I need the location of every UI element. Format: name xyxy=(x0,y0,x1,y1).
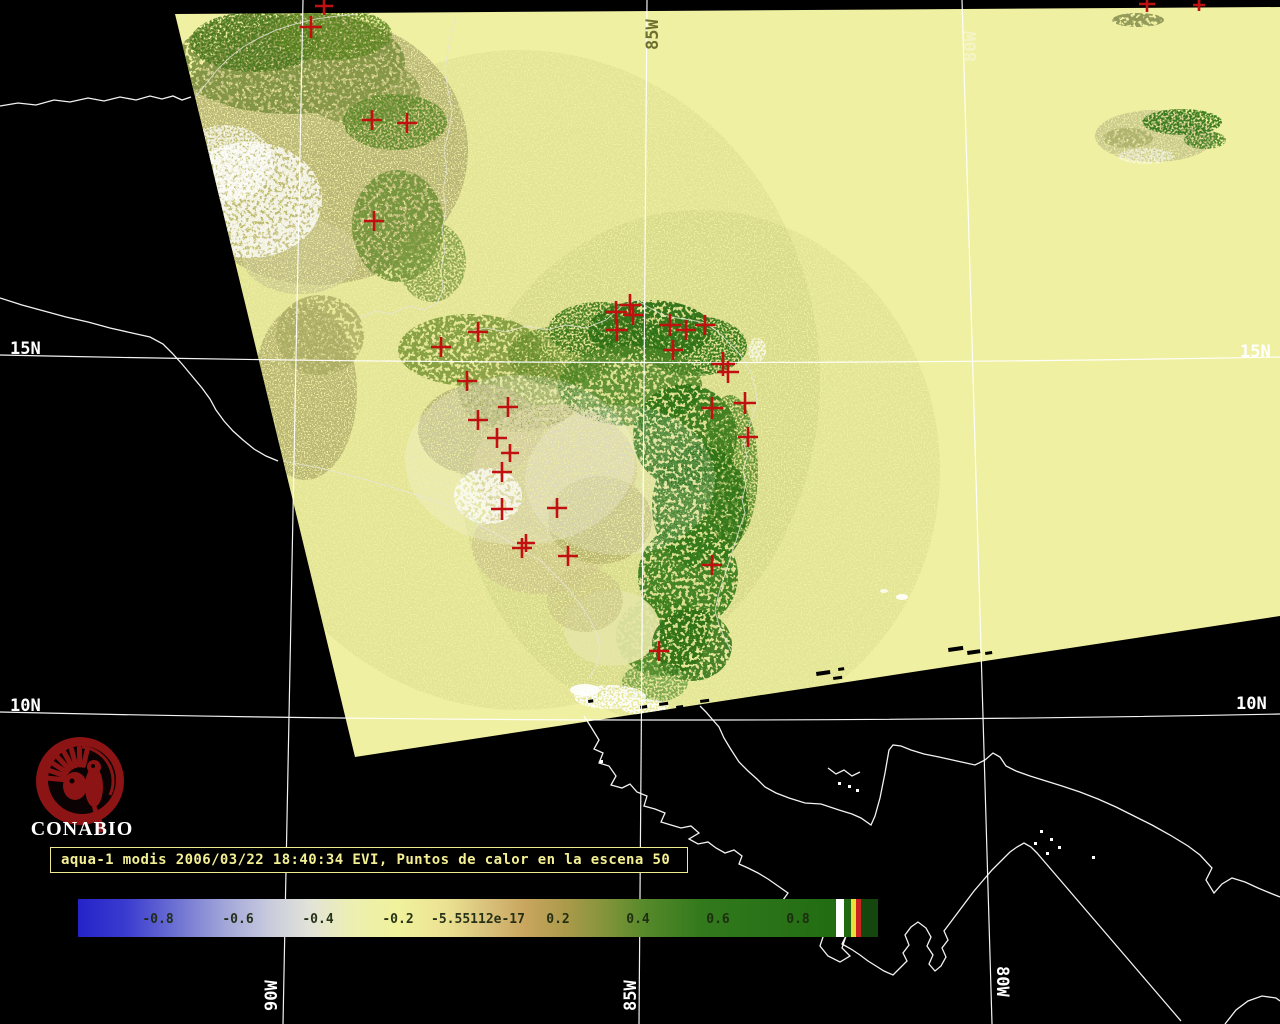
colorbar-tick-label: 0.4 xyxy=(626,912,650,927)
grid-label: 80W xyxy=(961,31,981,62)
hotspot-cross xyxy=(558,546,578,566)
hotspot-cross xyxy=(701,397,723,419)
hotspot-cross xyxy=(663,340,683,360)
hotspot-cross xyxy=(468,410,488,430)
colorbar-tick-label: -0.4 xyxy=(302,912,333,927)
hotspot-cross xyxy=(457,371,477,391)
grid-label: 90W xyxy=(262,980,282,1011)
grid-label: 10N xyxy=(10,696,41,716)
hotspot-cross xyxy=(1139,0,1155,12)
hotspot-cross xyxy=(623,305,643,325)
hotspot-cross xyxy=(397,113,417,133)
sensor-artifacts xyxy=(588,645,993,709)
hotspot-cross xyxy=(695,315,715,335)
hotspot-cross xyxy=(501,444,519,462)
grid-label: 85W xyxy=(643,19,663,50)
conabio-emblem xyxy=(36,737,124,833)
scene-caption: aqua-1 modis 2006/03/22 18:40:34 EVI, Pu… xyxy=(50,847,688,873)
grid-label: 80W xyxy=(992,966,1012,997)
coastlines xyxy=(0,95,1280,1024)
hotspot-cross xyxy=(659,314,681,336)
in-swath-coastlines xyxy=(195,13,758,680)
conabio-logo-text: CONABIO xyxy=(30,818,134,840)
hotspot-cross xyxy=(734,392,756,414)
hotspot-cross xyxy=(364,211,384,231)
hotspot-cross xyxy=(300,16,322,38)
hotspot-cross xyxy=(431,337,451,357)
hotspot-cross xyxy=(702,555,722,575)
hotspot-cross xyxy=(492,462,512,482)
hotspot-cross xyxy=(487,428,507,448)
hotspot-cross xyxy=(362,110,382,130)
colorbar-tick-label: -5.55112e-17 xyxy=(431,912,525,927)
hotspot-cross xyxy=(676,320,696,340)
evi-colorbar: -0.8 -0.6 -0.4 -0.2 -5.55112e-17 0.2 0.4 0.6 0.8 xyxy=(78,899,878,937)
hotspot-cross xyxy=(649,641,669,661)
colorbar-tick-label: -0.8 xyxy=(142,912,173,927)
hotspot-cross xyxy=(547,498,567,518)
grid-label: 15N xyxy=(1240,342,1271,362)
hotspot-cross xyxy=(619,294,641,316)
hotspot-cross xyxy=(498,397,518,417)
colorbar-tick-label: 0.6 xyxy=(706,912,730,927)
hotspot-cross xyxy=(315,0,333,15)
hotspot-cross xyxy=(717,361,739,383)
grid-label: 10N xyxy=(1236,694,1267,714)
hotspot-cross xyxy=(738,427,758,447)
grid-label: 15N xyxy=(10,339,41,359)
grid-label: 85W xyxy=(621,980,641,1011)
hotspot-cross xyxy=(517,534,535,552)
colorbar-tick-label: 0.2 xyxy=(546,912,569,927)
colorbar-tick-label: -0.2 xyxy=(382,912,413,927)
fire-hotspots xyxy=(300,0,1205,661)
hotspot-cross xyxy=(1193,0,1205,11)
graticule-labels: 15N 10N 15N 10N 85W 80W 90W 85W 80W xyxy=(10,19,1271,1011)
colorbar-tick-label: 0.8 xyxy=(786,912,810,927)
hotspot-cross xyxy=(512,538,532,558)
hotspot-cross xyxy=(606,319,628,341)
hotspot-cross xyxy=(468,322,488,342)
colorbar-tick-label: -0.6 xyxy=(222,912,253,927)
hotspot-cross xyxy=(491,498,513,520)
